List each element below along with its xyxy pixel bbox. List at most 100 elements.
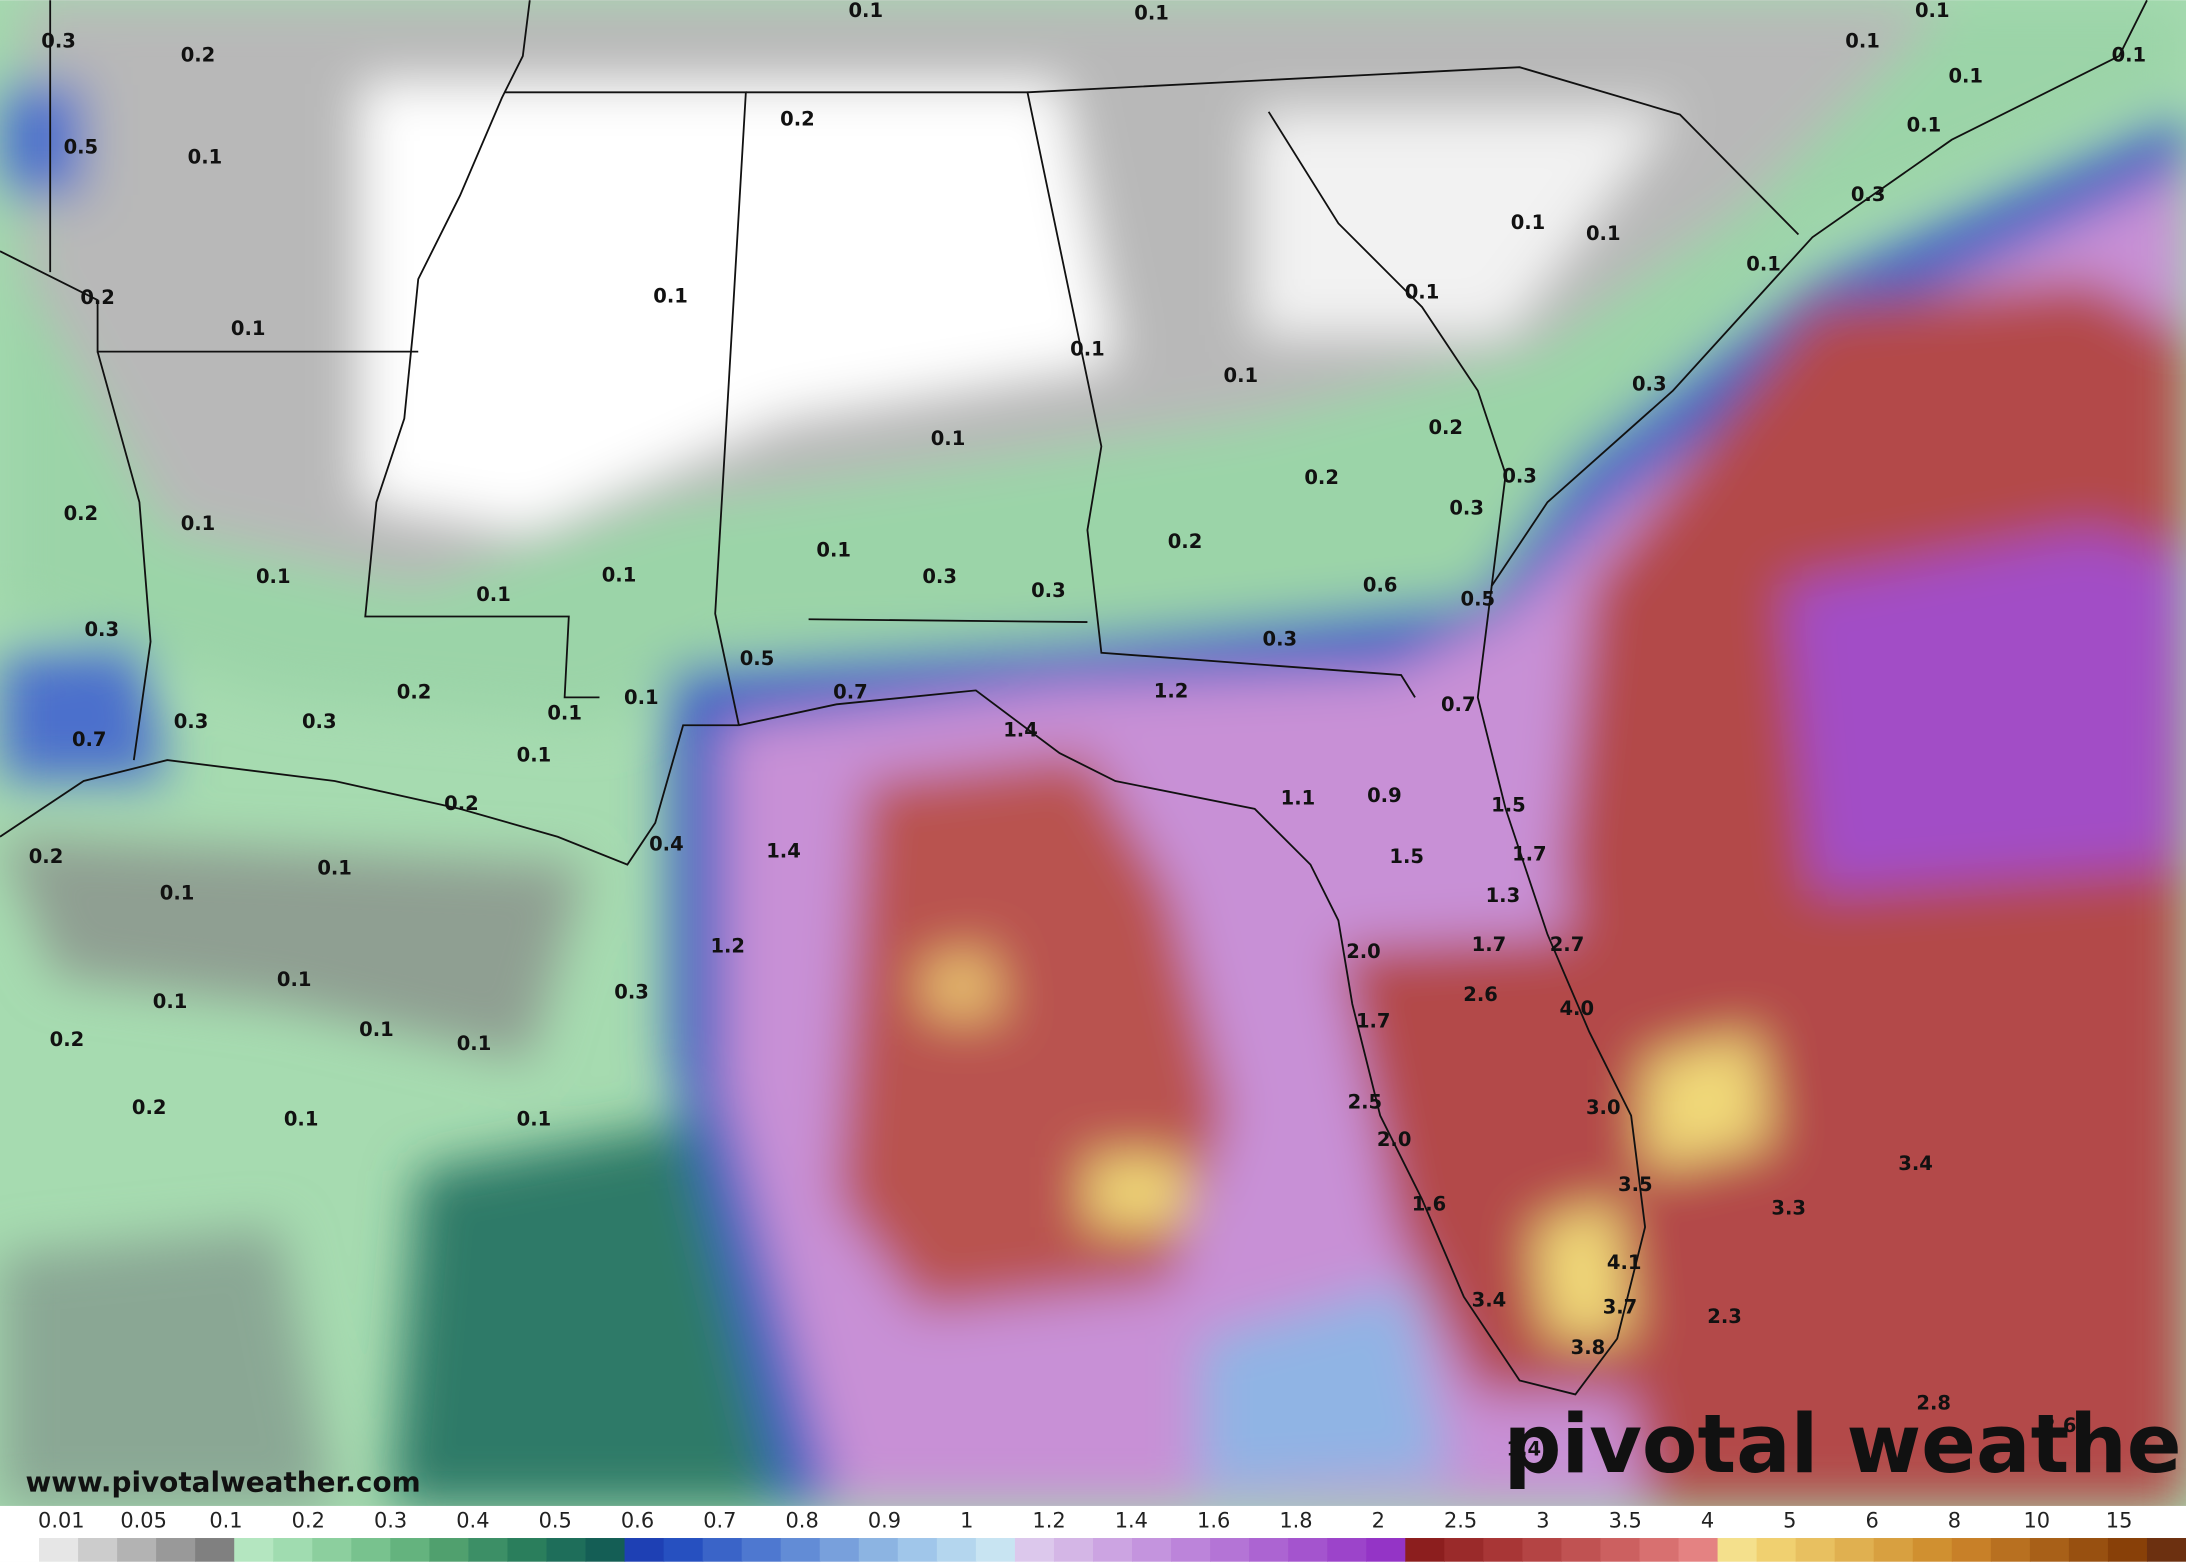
legend-tick-label: 0.2 bbox=[292, 1508, 325, 1532]
legend-swatch bbox=[234, 1538, 274, 1562]
legend-swatch bbox=[429, 1538, 470, 1562]
value-label: 0.1 bbox=[181, 512, 216, 535]
watermark: www.pivotalweather.com bbox=[25, 1466, 420, 1499]
legend-tick-label: 0.6 bbox=[621, 1508, 654, 1532]
value-label: 0.2 bbox=[64, 502, 99, 525]
value-labels: 0.3 0.2 0.1 0.1 0.1 0.1 0.1 0.1 0.1 0.5 0.1 0.2 0.3 0… bbox=[29, 0, 2146, 1461]
value-label: 0.3 bbox=[1502, 465, 1537, 488]
value-label: 0.2 bbox=[132, 1096, 167, 1119]
legend-tick-label: 0.9 bbox=[868, 1508, 901, 1532]
value-label: 0.1 bbox=[153, 990, 188, 1013]
value-label: 0.2 bbox=[780, 108, 815, 131]
legend-tick-label: 0.8 bbox=[786, 1508, 819, 1532]
value-label: 2.6 bbox=[2042, 1414, 2077, 1437]
logo: pivotal weather bbox=[1504, 1398, 2186, 1492]
value-label: 0.3 bbox=[1632, 373, 1667, 396]
value-label: 1.2 bbox=[1154, 679, 1189, 702]
legend-swatch bbox=[1444, 1538, 1485, 1562]
legend-tick-label: 4 bbox=[1701, 1508, 1714, 1532]
legend-swatch bbox=[1249, 1538, 1289, 1562]
value-label: 0.3 bbox=[84, 618, 119, 641]
legend-swatch bbox=[1327, 1538, 1367, 1562]
value-label: 2.3 bbox=[1707, 1305, 1742, 1328]
value-label: 2.0 bbox=[1346, 940, 1381, 963]
legend-swatch bbox=[897, 1538, 938, 1562]
value-label: 0.1 bbox=[1224, 364, 1259, 387]
value-label: 0.1 bbox=[317, 856, 352, 879]
value-label: 3.4 bbox=[1898, 1152, 1933, 1175]
value-label: 0.1 bbox=[547, 702, 582, 725]
value-label: 1.5 bbox=[1389, 845, 1424, 868]
value-label: 0.2 bbox=[80, 286, 115, 309]
value-label: 0.1 bbox=[1405, 281, 1440, 304]
legend-swatch bbox=[2107, 1538, 2148, 1562]
value-label: 0.7 bbox=[72, 728, 107, 751]
legend-tick-label: 5 bbox=[1783, 1508, 1796, 1532]
value-label: 0.1 bbox=[602, 564, 637, 587]
legend-swatch bbox=[1132, 1538, 1172, 1562]
legend-swatch bbox=[1522, 1538, 1563, 1562]
legend-swatch bbox=[195, 1538, 235, 1562]
legend-swatch bbox=[78, 1538, 118, 1562]
value-label: 0.1 bbox=[457, 1032, 492, 1055]
value-label: 0.1 bbox=[277, 968, 312, 991]
legend-swatch bbox=[1210, 1538, 1250, 1562]
value-label: 0.1 bbox=[653, 285, 688, 308]
legend-swatch bbox=[273, 1538, 313, 1562]
value-label: 0.2 bbox=[444, 792, 479, 815]
legend-swatch bbox=[1366, 1538, 1406, 1562]
legend-tick-label: 8 bbox=[1948, 1508, 1961, 1532]
value-label: 0.1 bbox=[1948, 64, 1983, 87]
legend-swatch bbox=[1053, 1538, 1094, 1562]
legend-swatch bbox=[1873, 1538, 1914, 1562]
value-label: 1.7 bbox=[1356, 1010, 1391, 1033]
legend-tick-label: 0.7 bbox=[703, 1508, 736, 1532]
value-label: 3.5 bbox=[1618, 1173, 1653, 1196]
value-label: 0.7 bbox=[833, 681, 868, 704]
legend-swatch bbox=[780, 1538, 821, 1562]
value-label: 0.1 bbox=[1915, 0, 1950, 22]
value-label: 0.5 bbox=[1461, 587, 1496, 610]
value-label: 0.7 bbox=[1441, 693, 1476, 716]
legend-swatch bbox=[390, 1538, 431, 1562]
value-label: 2.8 bbox=[1916, 1392, 1951, 1415]
legend-swatch bbox=[1990, 1538, 2031, 1562]
value-label: 0.2 bbox=[50, 1028, 85, 1051]
value-label: 0.5 bbox=[64, 136, 99, 159]
value-label: 0.1 bbox=[624, 686, 659, 709]
value-label: 2.6 bbox=[1463, 983, 1498, 1006]
value-label: 1.7 bbox=[1472, 933, 1507, 956]
legend-swatch bbox=[1600, 1538, 1641, 1562]
value-label: 1.6 bbox=[1412, 1192, 1447, 1215]
value-label: 4.0 bbox=[1559, 997, 1594, 1020]
value-label: 0.3 bbox=[302, 710, 337, 733]
legend-swatch bbox=[1483, 1538, 1524, 1562]
legend-swatch bbox=[117, 1538, 157, 1562]
value-label: 4.1 bbox=[1607, 1251, 1642, 1274]
value-label: 0.4 bbox=[649, 833, 684, 856]
value-label: 1.2 bbox=[710, 934, 745, 957]
legend-swatch bbox=[0, 1538, 40, 1562]
legend-swatch bbox=[702, 1538, 743, 1562]
legend-swatch bbox=[663, 1538, 704, 1562]
value-label: 0.1 bbox=[848, 0, 883, 22]
legend-tick-label: 2 bbox=[1372, 1508, 1385, 1532]
value-label: 2.5 bbox=[1348, 1091, 1383, 1114]
legend-swatch bbox=[312, 1538, 353, 1562]
legend-tick-label: 0.01 bbox=[38, 1508, 85, 1532]
value-label: 0.2 bbox=[1304, 466, 1339, 489]
legend-tick-label: 10 bbox=[2023, 1508, 2050, 1532]
value-label: 0.2 bbox=[1168, 530, 1203, 553]
legend-tick-label: 2.5 bbox=[1444, 1508, 1477, 1532]
value-label: 0.1 bbox=[1511, 211, 1546, 234]
legend-swatch bbox=[741, 1538, 782, 1562]
legend-swatch bbox=[2068, 1538, 2109, 1562]
value-label: 0.6 bbox=[1363, 573, 1398, 596]
value-label: 3.0 bbox=[1586, 1096, 1621, 1119]
legend-swatch bbox=[1795, 1538, 1836, 1562]
value-label: 0.3 bbox=[41, 30, 76, 53]
legend-swatch bbox=[1171, 1538, 1211, 1562]
legend-swatch bbox=[1014, 1538, 1055, 1562]
legend-tick-label: 0.3 bbox=[374, 1508, 407, 1532]
value-label: 1.4 bbox=[1507, 1438, 1542, 1461]
